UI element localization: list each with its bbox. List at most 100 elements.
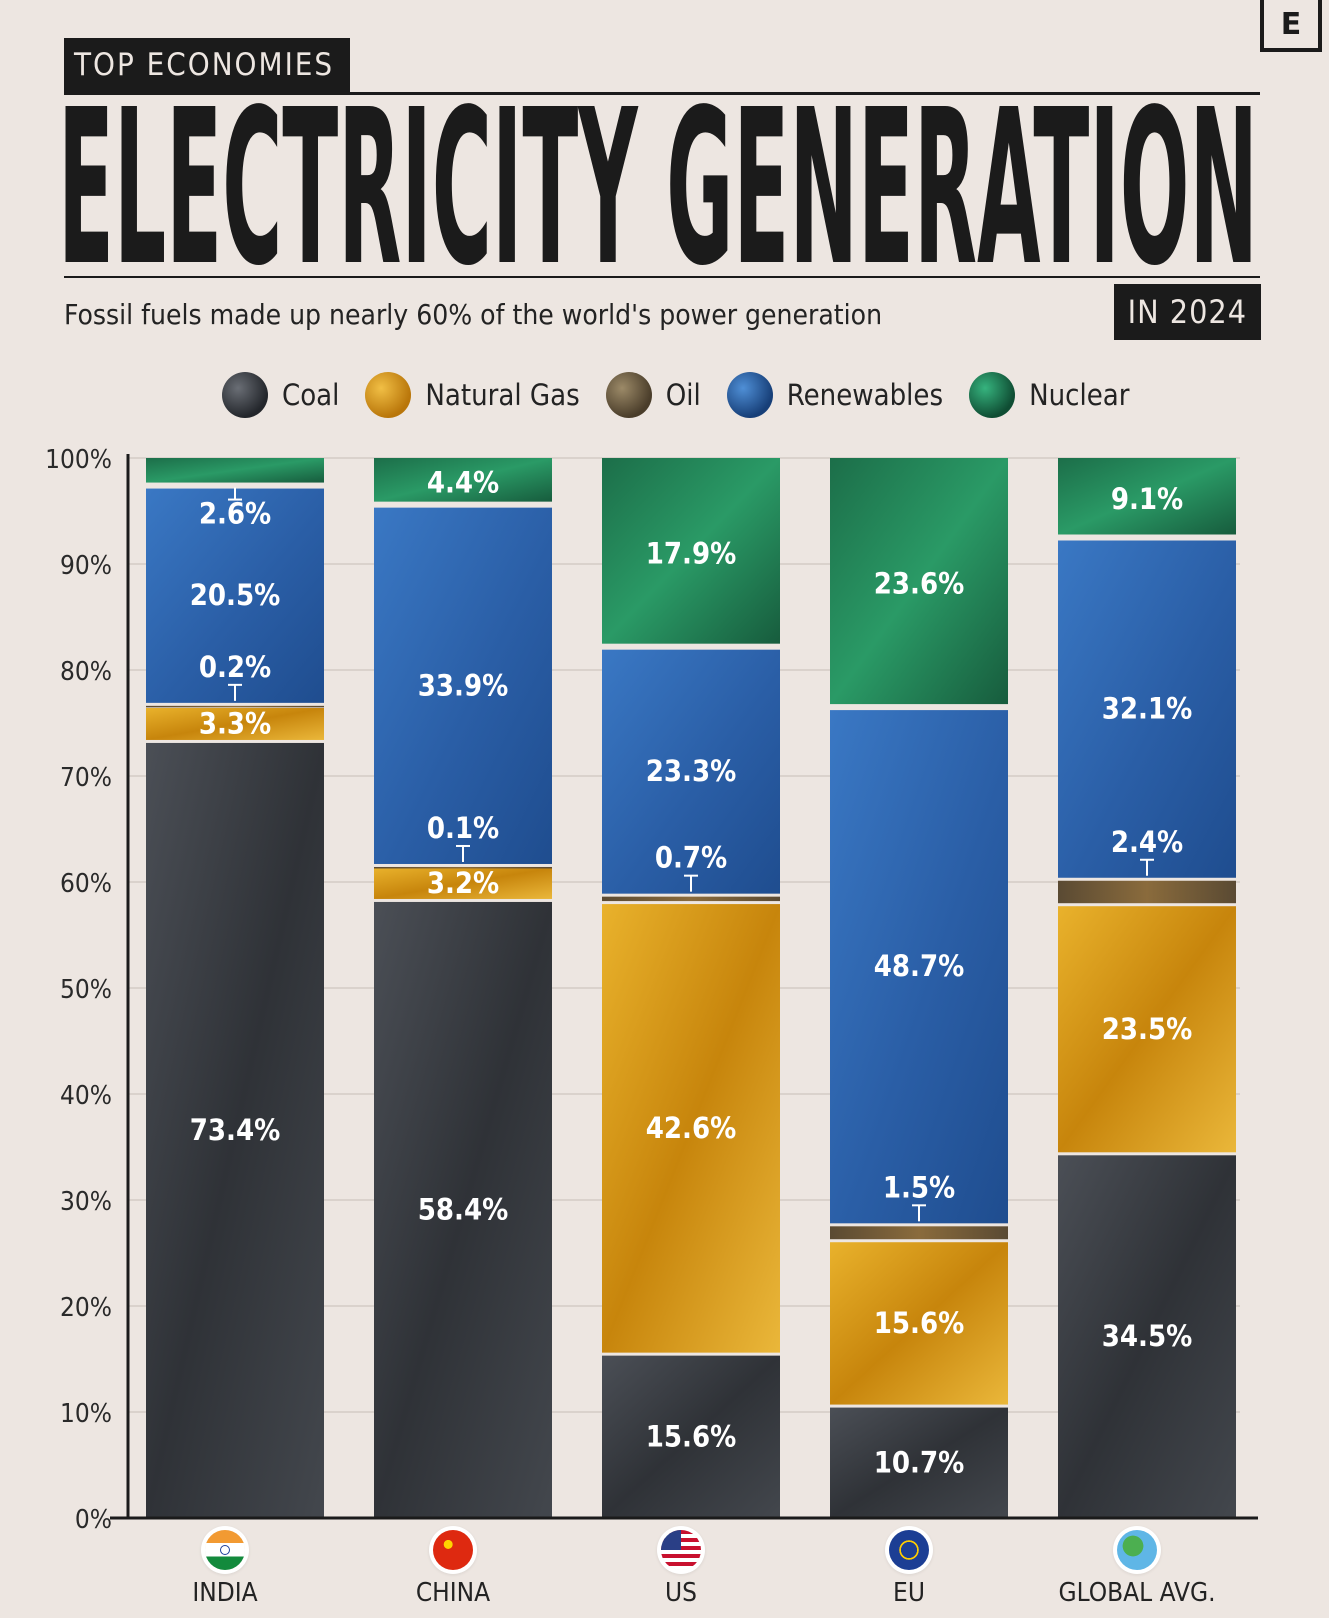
y-tick-label: 40% (60, 1081, 112, 1111)
y-axis: 0% 10% 20% 30% 40% 50% 60% 70% 80% 90% 100% (45, 445, 1258, 1535)
bar-nuclear-us (602, 458, 780, 644)
y-tick-label: 10% (60, 1399, 112, 1429)
value-label-oil: 0.2% (199, 650, 271, 684)
value-label-oil: 0.7% (655, 841, 727, 875)
bar-natural_gas-china (374, 868, 552, 899)
chart-legend: Coal Natural Gas Oil Renewables Nuclear (222, 370, 1155, 420)
page-title-text: ELECTRICITY GENERATION (58, 96, 1258, 276)
bar-oil-china (374, 866, 552, 869)
x-category-label: US (665, 1578, 697, 1608)
value-label-renewables: 23.3% (646, 754, 737, 788)
subtitle: Fossil fuels made up nearly 60% of the w… (64, 298, 883, 331)
top-rule (64, 92, 1260, 95)
value-label-natural_gas: 3.2% (427, 866, 499, 900)
legend-item-nuclear: Nuclear (969, 372, 1129, 418)
value-label-coal: 58.4% (418, 1192, 509, 1226)
bar-renewables-india (146, 488, 324, 703)
value-label-oil: 1.5% (883, 1170, 955, 1204)
value-label-oil: 2.4% (1111, 825, 1183, 859)
y-tick-label: 30% (60, 1187, 112, 1217)
value-label-nuclear: 17.9% (646, 536, 737, 570)
value-label-natural_gas: 42.6% (646, 1111, 737, 1145)
renewables-icon (726, 372, 773, 418)
bars (146, 458, 1236, 1518)
y-tick-label: 20% (60, 1293, 112, 1323)
legend-item-renewables: Renewables (726, 372, 944, 418)
value-labels: 73.4% 3.3% 0.2% 20.5% 2.6% 58.4% 3.2% 0.1% 33.9%… (190, 465, 1193, 1479)
value-label-nuclear: 23.6% (874, 567, 965, 601)
value-label-renewables: 48.7% (874, 949, 965, 983)
y-tick-label: 0% (75, 1505, 112, 1535)
y-tick-label: 100% (45, 445, 112, 475)
natural-gas-icon (365, 372, 412, 418)
bar-nuclear-eu (830, 458, 1008, 705)
legend-label: Natural Gas (425, 378, 580, 412)
us-flag-icon (661, 1530, 701, 1570)
value-label-coal: 15.6% (646, 1419, 737, 1453)
bar-natural_gas-us (602, 904, 780, 1353)
y-tick-label: 80% (60, 657, 112, 687)
bar-coal-china (374, 901, 552, 1518)
bar-coal-global-avg (1058, 1155, 1236, 1518)
bar-renewables-eu (830, 710, 1008, 1224)
x-category-label: CHINA (415, 1578, 491, 1608)
legend-item-oil: Oil (605, 372, 701, 418)
nuclear-icon (969, 372, 1016, 418)
oil-icon (605, 372, 652, 418)
value-label-natural_gas: 23.5% (1102, 1012, 1193, 1046)
globe-icon (1117, 1530, 1157, 1570)
year-badge: IN 2024 (1113, 284, 1261, 340)
brand-logo: E (1260, 0, 1322, 52)
legend-item-natural-gas: Natural Gas (365, 372, 580, 418)
bar-nuclear-china (374, 458, 552, 502)
value-label-oil: 0.1% (427, 811, 499, 845)
bar-coal-us (602, 1355, 780, 1518)
value-label-coal: 34.5% (1102, 1319, 1193, 1353)
y-tick-label: 90% (60, 551, 112, 581)
bar-natural_gas-india (146, 707, 324, 740)
value-label-coal: 10.7% (874, 1445, 965, 1479)
coal-icon (222, 372, 268, 418)
bar-oil-eu (830, 1226, 1008, 1240)
ashoka-chakra-icon (220, 1545, 230, 1555)
legend-label: Renewables (786, 378, 944, 412)
value-label-renewables: 20.5% (190, 578, 281, 612)
bar-natural_gas-eu (830, 1242, 1008, 1405)
value-label-nuclear: 9.1% (1111, 482, 1183, 516)
bar-coal-india (146, 742, 324, 1518)
bar-nuclear-global-avg (1058, 458, 1236, 535)
bar-oil-india (146, 705, 324, 708)
value-label-natural_gas: 3.3% (199, 706, 271, 740)
china-flag-icon (433, 1530, 473, 1570)
value-label-renewables: 33.9% (418, 668, 509, 702)
page-title: ELECTRICITY GENERATION (58, 96, 1268, 276)
x-category-label: EU (893, 1578, 925, 1608)
y-tick-label: 50% (60, 975, 112, 1005)
india-flag-icon (205, 1530, 245, 1570)
bar-renewables-china (374, 507, 552, 864)
kicker-label: TOP ECONOMIES (64, 38, 351, 92)
x-category-label: GLOBAL AVG. (1058, 1578, 1216, 1608)
y-tick-label: 60% (60, 869, 112, 899)
value-label-coal: 73.4% (190, 1113, 281, 1147)
legend-label: Oil (665, 378, 701, 412)
bar-renewables-global-avg (1058, 540, 1236, 878)
value-label-renewables: 32.1% (1102, 692, 1193, 726)
bar-coal-eu (830, 1407, 1008, 1518)
bar-nuclear-india (146, 458, 324, 483)
y-tick-label: 70% (60, 763, 112, 793)
value-label-nuclear: 2.6% (199, 497, 271, 531)
bar-oil-us (602, 896, 780, 902)
x-category-label: INDIA (192, 1578, 258, 1608)
bar-natural_gas-global-avg (1058, 906, 1236, 1153)
bar-oil-global-avg (1058, 880, 1236, 904)
bar-renewables-us (602, 649, 780, 894)
legend-item-coal: Coal (222, 372, 339, 418)
value-label-natural_gas: 15.6% (874, 1306, 965, 1340)
us-flag-canton (661, 1530, 681, 1550)
value-label-nuclear: 4.4% (427, 465, 499, 499)
legend-label: Coal (282, 378, 340, 412)
title-rule (64, 276, 1260, 278)
legend-label: Nuclear (1029, 378, 1130, 412)
